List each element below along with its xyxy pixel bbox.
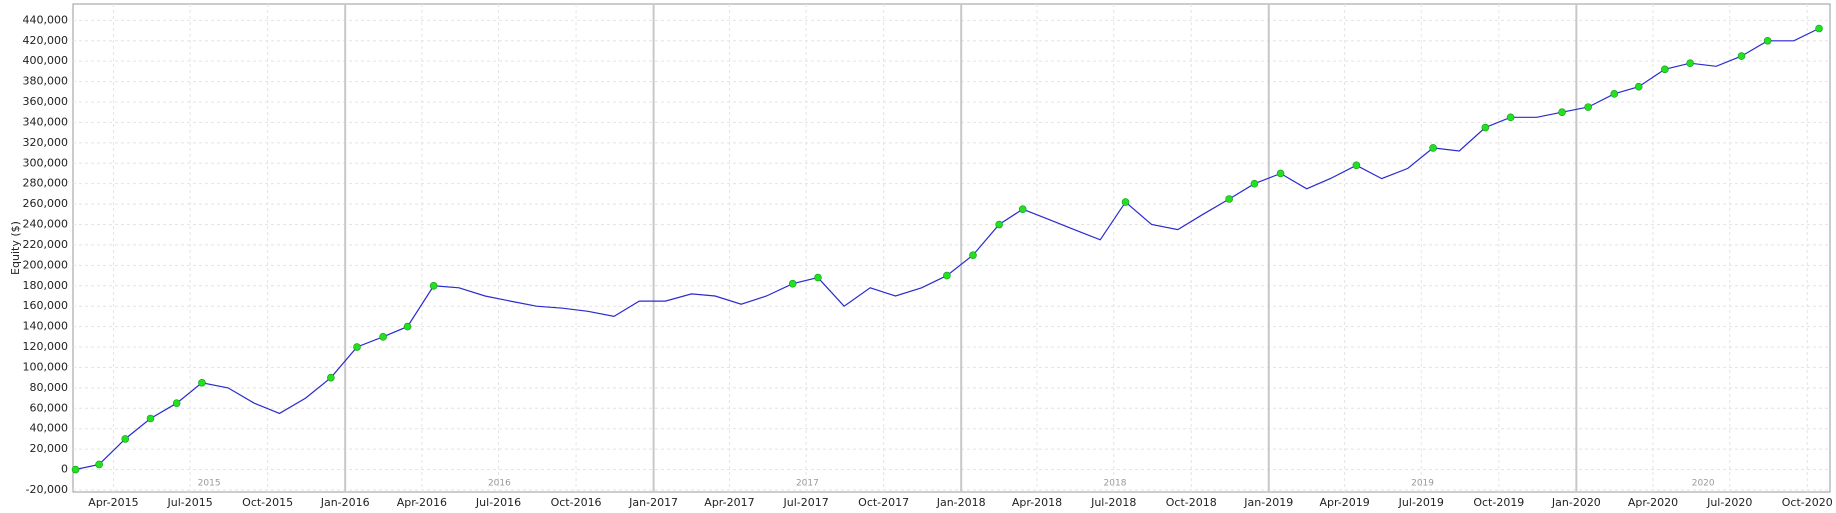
y-tick-label: 20,000	[30, 442, 69, 455]
new-high-marker	[1276, 169, 1285, 178]
new-high-marker	[429, 281, 438, 290]
y-tick-label: -20,000	[26, 483, 68, 496]
year-label: 2018	[1104, 479, 1127, 489]
y-tick-label: 160,000	[23, 299, 69, 312]
x-tick-label: Oct-2016	[551, 496, 602, 509]
x-tick-label: Apr-2016	[397, 496, 447, 509]
year-label: 2015	[198, 479, 221, 489]
new-high-marker	[403, 322, 412, 331]
new-high-marker	[1225, 195, 1233, 203]
y-tick-label: 400,000	[23, 54, 69, 67]
x-tick-label: Jul-2015	[167, 496, 213, 509]
x-tick-label: Apr-2020	[1628, 496, 1678, 509]
y-tick-label: 320,000	[23, 136, 69, 149]
year-label: 2020	[1692, 479, 1715, 489]
new-high-marker	[198, 378, 206, 387]
y-tick-label: 340,000	[23, 115, 69, 128]
new-high-marker	[1815, 24, 1823, 33]
y-tick-label: 380,000	[23, 75, 69, 88]
y-tick-label: 60,000	[30, 401, 69, 414]
x-tick-label: Jan-2017	[628, 496, 678, 509]
x-tick-label: Jan-2020	[1551, 496, 1601, 509]
x-tick-label: Oct-2020	[1782, 496, 1833, 509]
x-tick-label: Jan-2016	[320, 496, 370, 509]
new-high-marker	[1429, 144, 1437, 152]
year-label: 2016	[488, 479, 511, 489]
x-tick-label: Jan-2019	[1243, 496, 1293, 509]
x-tick-label: Jul-2016	[475, 496, 521, 509]
y-tick-label: 260,000	[23, 197, 69, 210]
y-tick-label: 220,000	[23, 238, 69, 251]
new-high-marker	[1250, 179, 1259, 188]
year-label: 2017	[796, 479, 819, 489]
y-tick-label: 180,000	[23, 279, 69, 292]
new-high-marker	[969, 251, 977, 259]
year-label: 2019	[1411, 479, 1434, 489]
new-high-marker	[327, 373, 335, 382]
new-high-marker	[814, 273, 822, 282]
y-axis-title: Equity ($)	[9, 221, 22, 275]
y-tick-label: 80,000	[30, 381, 69, 394]
new-high-marker	[1584, 103, 1592, 111]
new-high-marker	[379, 333, 387, 341]
y-tick-label: 440,000	[23, 13, 69, 26]
y-tick-label: 200,000	[23, 258, 69, 271]
plot-area	[72, 3, 1831, 493]
x-tick-label: Jul-2020	[1706, 496, 1752, 509]
new-high-marker	[1763, 36, 1772, 45]
x-tick-label: Jan-2018	[936, 496, 986, 509]
new-high-marker	[943, 271, 951, 280]
y-tick-label: 240,000	[23, 218, 69, 231]
new-high-marker	[121, 435, 130, 443]
new-high-marker	[1506, 113, 1515, 122]
y-tick-label: 120,000	[23, 340, 69, 353]
new-high-marker	[1352, 161, 1361, 170]
new-high-marker	[788, 279, 797, 288]
new-high-marker	[172, 399, 181, 407]
x-tick-label: Oct-2018	[1166, 496, 1217, 509]
x-tick-label: Apr-2019	[1319, 496, 1369, 509]
y-tick-label: 40,000	[30, 422, 69, 435]
new-high-marker	[995, 220, 1003, 229]
new-high-marker	[71, 465, 80, 474]
new-high-marker	[146, 414, 155, 423]
x-tick-label: Oct-2017	[858, 496, 909, 509]
new-high-marker	[1737, 52, 1746, 60]
x-tick-label: Jul-2019	[1398, 496, 1444, 509]
new-high-marker	[1610, 90, 1619, 98]
new-high-marker	[353, 343, 361, 351]
y-tick-label: 0	[61, 463, 68, 476]
x-tick-label: Apr-2017	[704, 496, 754, 509]
new-high-marker	[1686, 59, 1694, 68]
y-tick-label: 360,000	[23, 95, 69, 108]
y-tick-label: 420,000	[23, 34, 69, 47]
new-high-marker	[1558, 108, 1566, 117]
new-high-marker	[95, 460, 103, 469]
x-tick-label: Jul-2018	[1090, 496, 1136, 509]
new-high-marker	[1481, 123, 1490, 132]
x-tick-label: Apr-2015	[88, 496, 138, 509]
y-tick-label: 100,000	[23, 360, 69, 373]
y-tick-label: 300,000	[23, 156, 69, 169]
y-tick-label: 140,000	[23, 320, 69, 333]
y-tick-label: 280,000	[23, 177, 69, 190]
x-tick-label: Oct-2015	[242, 496, 293, 509]
x-tick-label: Oct-2019	[1473, 496, 1524, 509]
new-high-marker	[1018, 205, 1027, 214]
x-tick-label: Apr-2018	[1012, 496, 1062, 509]
x-tick-label: Jul-2017	[783, 496, 829, 509]
new-high-marker	[1634, 82, 1643, 91]
new-high-marker	[1121, 198, 1130, 206]
new-high-marker	[1661, 65, 1669, 74]
